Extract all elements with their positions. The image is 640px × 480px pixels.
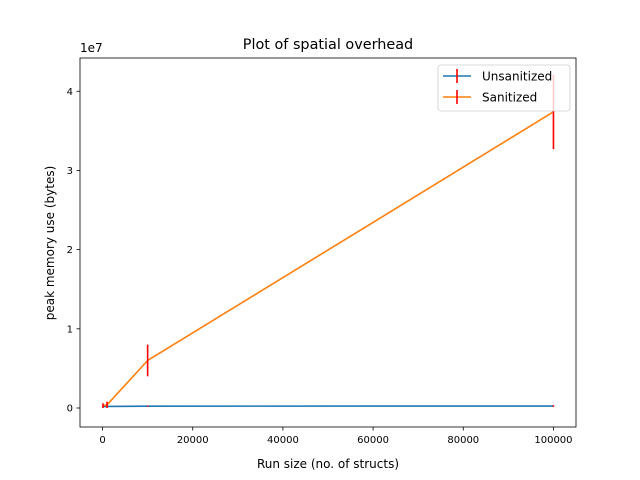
plot-frame [79, 57, 577, 428]
axes-layer: 0 20000 40000 60000 80000 100000 0 1 2 3 4 [67, 57, 577, 446]
y-axis-label: peak memory use (bytes) [43, 166, 57, 321]
y-tick-label: 0 [67, 403, 73, 414]
x-axis-label: Run size (no. of structs) [257, 457, 399, 471]
y-tick-label: 1 [67, 324, 73, 335]
x-tick-label: 20000 [177, 435, 209, 446]
series-line-0 [102, 405, 554, 408]
x-tick-label: 80000 [447, 435, 479, 446]
chart-title: Plot of spatial overhead [243, 37, 413, 53]
x-tick-label: 40000 [267, 435, 299, 446]
x-tick-label: 60000 [357, 435, 389, 446]
y-tick-label: 4 [67, 87, 73, 98]
x-tick-label: 100000 [534, 435, 572, 446]
series-line-1 [102, 111, 554, 407]
x-tick-label: 0 [99, 435, 105, 446]
y-tick-label: 2 [67, 245, 73, 256]
y-axis-offset-text: 1e7 [80, 41, 103, 55]
y-tick-label: 3 [67, 166, 73, 177]
legend: Unsanitized Sanitized [437, 64, 571, 112]
legend-label-1: Sanitized [482, 91, 537, 105]
legend-label-0: Unsanitized [482, 70, 552, 84]
